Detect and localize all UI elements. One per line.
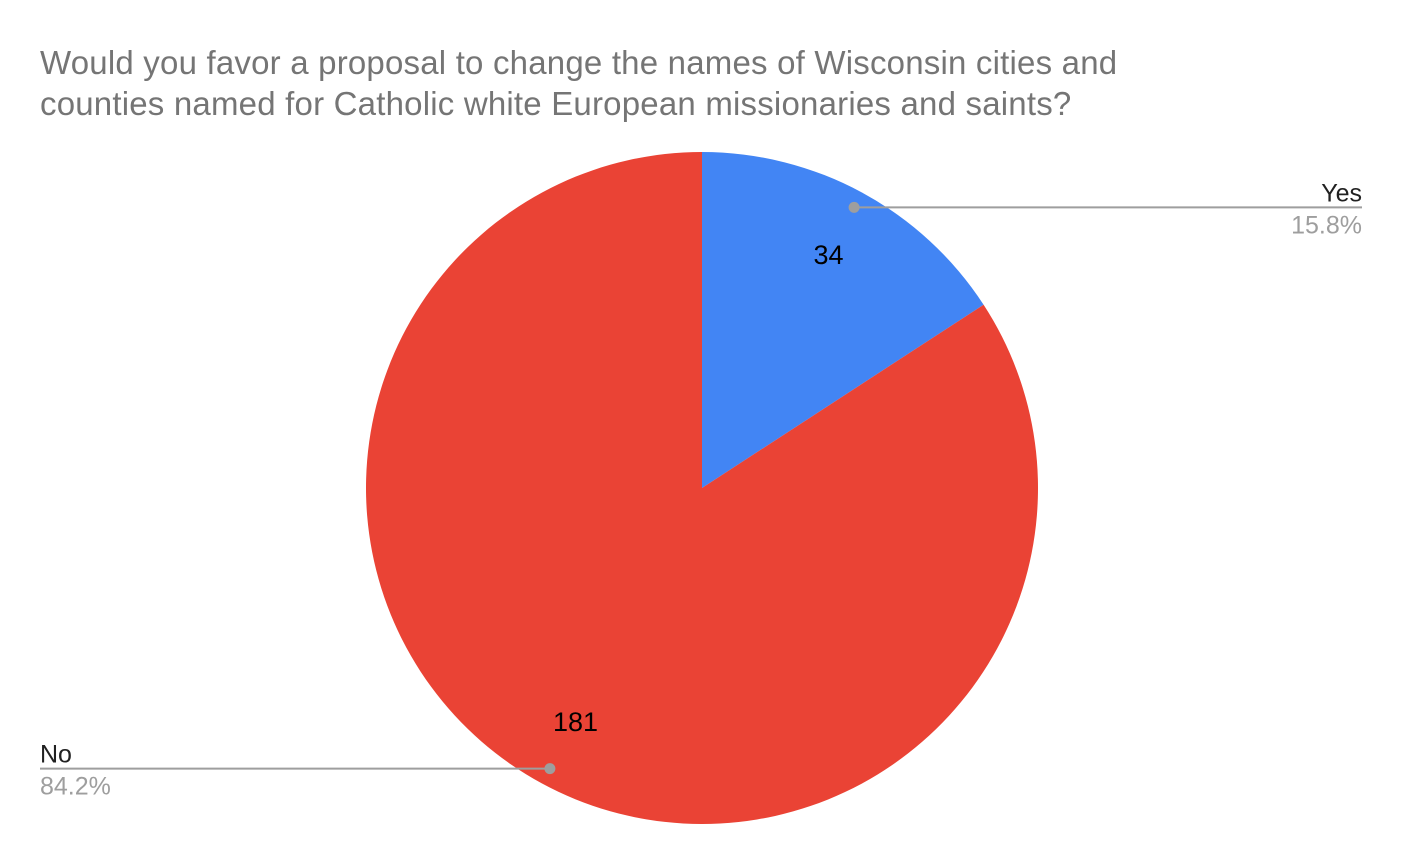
callout-name-no: No — [40, 741, 72, 769]
pie-slice-yes — [702, 152, 984, 488]
slice-value-label-yes: 34 — [813, 240, 843, 270]
slice-value-label-no: 181 — [553, 707, 598, 737]
pie-slice-no — [366, 152, 1039, 824]
chart-title: Would you favor a proposal to change the… — [40, 42, 1340, 124]
chart-title-line-2: counties named for Catholic white Europe… — [40, 85, 1072, 122]
chart-title-line-1: Would you favor a proposal to change the… — [40, 44, 1118, 81]
callout-percent-no: 84.2% — [40, 773, 111, 801]
callout-percent-yes: 15.8% — [1291, 211, 1362, 239]
leader-dot-no — [544, 763, 556, 775]
leader-dot-yes — [848, 201, 860, 213]
callout-name-yes: Yes — [1321, 179, 1362, 207]
